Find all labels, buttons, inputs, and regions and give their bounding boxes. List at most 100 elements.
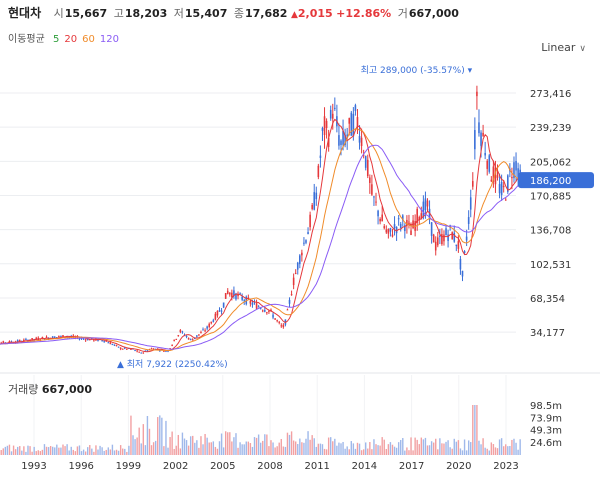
candle-body xyxy=(426,200,429,207)
volume-bar xyxy=(68,450,70,455)
volume-bar xyxy=(509,445,511,455)
ma-line xyxy=(0,144,521,350)
volume-bar xyxy=(463,439,466,455)
volume-bar xyxy=(62,444,64,455)
volume-bar xyxy=(132,435,134,455)
candle-body xyxy=(126,348,128,350)
candle-body xyxy=(459,258,462,270)
volume-bar xyxy=(189,436,192,455)
candle-body xyxy=(146,350,149,352)
volume-bar xyxy=(231,441,233,455)
volume-bar xyxy=(167,447,169,455)
volume-bar xyxy=(474,405,476,455)
x-tick-label: 2002 xyxy=(163,461,188,472)
volume-bar xyxy=(245,441,247,455)
candle-body xyxy=(41,337,44,339)
candle-body xyxy=(469,197,472,210)
candle-body xyxy=(385,229,388,233)
scale-dropdown[interactable]: Linear ∨ xyxy=(541,41,586,54)
x-tick-label: 2020 xyxy=(446,461,471,472)
volume-bar xyxy=(455,441,458,455)
volume-bar xyxy=(268,446,270,455)
volume-bar xyxy=(321,444,324,455)
volume-bar xyxy=(196,440,198,455)
candle-body xyxy=(488,155,491,172)
volume-bar xyxy=(381,437,383,455)
volume-bar xyxy=(76,446,79,455)
candle-body xyxy=(212,320,215,322)
candle-body xyxy=(299,255,301,265)
candle-body xyxy=(123,347,126,349)
candle-body xyxy=(303,242,305,244)
volume-bar xyxy=(124,448,126,455)
volume-bar xyxy=(161,417,163,455)
candle-body xyxy=(480,132,482,146)
candle-body xyxy=(226,290,229,294)
candle-body xyxy=(313,192,316,210)
candle-body xyxy=(362,154,365,156)
moving-average-legend[interactable]: 이동평균 5 20 60 120 xyxy=(8,30,124,45)
ma-20: 20 xyxy=(64,34,78,45)
volume-bar xyxy=(150,445,153,455)
volume-bar xyxy=(128,445,130,455)
volume-bar xyxy=(350,441,352,455)
volume-title: 거래량 667,000 xyxy=(8,381,92,397)
candle-body xyxy=(193,338,196,340)
volume-bar xyxy=(140,443,142,455)
volume-bar xyxy=(14,449,17,455)
candle-body xyxy=(2,341,5,344)
volume-bar xyxy=(428,445,431,455)
volume-bar xyxy=(202,444,204,455)
candle-body xyxy=(496,175,499,178)
candle-body xyxy=(179,330,182,333)
volume-bar xyxy=(439,438,441,455)
volume-bar xyxy=(496,448,499,455)
volume-bar xyxy=(117,450,120,455)
candle-body xyxy=(344,134,346,145)
volume-bar xyxy=(286,432,289,455)
volume-bar xyxy=(315,446,317,455)
scale-value: Linear xyxy=(541,41,576,54)
candle-body xyxy=(78,338,81,340)
candle-body xyxy=(323,116,326,135)
candle-body xyxy=(502,185,505,188)
x-tick-label: 2014 xyxy=(352,461,377,472)
volume-bar xyxy=(99,445,101,455)
volume-bar xyxy=(253,437,256,455)
volume-bar xyxy=(340,443,342,455)
volume-bar xyxy=(113,450,116,455)
candle-body xyxy=(321,128,324,131)
volume-bar xyxy=(235,433,237,455)
max-price-label: 최고 289,000 (-35.57%) ▾ xyxy=(361,65,473,76)
up-triangle-icon: ▲ xyxy=(290,10,298,20)
volume-bar xyxy=(218,441,221,455)
volume-bar xyxy=(505,444,507,455)
candle-body xyxy=(494,167,497,185)
volume-bar xyxy=(97,449,99,455)
volume-bar xyxy=(37,450,39,455)
candle-body xyxy=(239,293,241,295)
y-tick-label: 102,531 xyxy=(530,260,571,271)
x-tick-label: 1996 xyxy=(68,461,93,472)
volume-bar xyxy=(173,448,175,455)
volume-bar xyxy=(507,446,509,455)
volume-bar xyxy=(95,445,97,455)
candle-body xyxy=(401,215,404,221)
volume-bar xyxy=(346,446,348,455)
volume-bar xyxy=(82,449,85,455)
candle-body xyxy=(53,336,56,339)
candle-body xyxy=(418,217,421,220)
volume-bar xyxy=(47,447,50,455)
volume-bar xyxy=(375,444,377,455)
candle-body xyxy=(103,340,105,342)
volume-bar xyxy=(35,451,37,455)
candle-body xyxy=(471,181,474,187)
candle-body xyxy=(492,166,495,182)
volume-bar xyxy=(500,438,503,455)
candle-body xyxy=(35,337,38,340)
candle-body xyxy=(451,232,454,240)
volume-bar xyxy=(395,447,398,455)
candle-body xyxy=(198,334,200,336)
volume-bar xyxy=(49,446,52,455)
